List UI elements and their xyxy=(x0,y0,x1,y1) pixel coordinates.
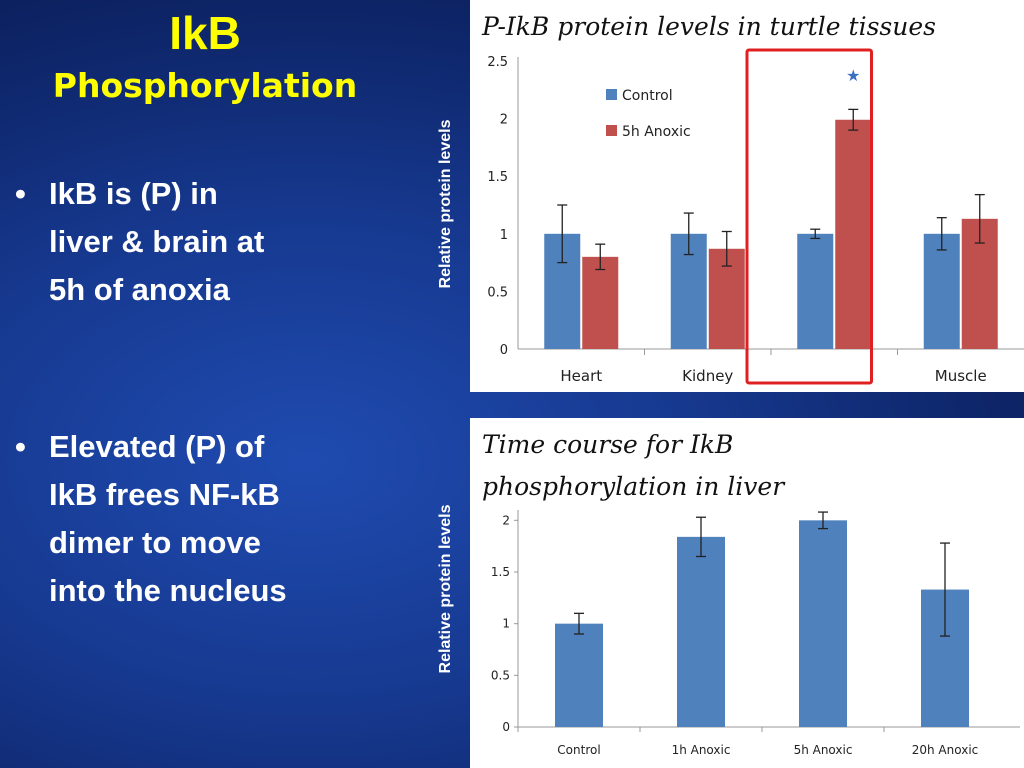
bullet-point-2: • Elevated (P) of IkB frees NF-kB dimer … xyxy=(15,423,287,615)
bullet-2-line-3: dimer to move xyxy=(49,525,261,560)
slide-subtitle: Phosphorylation xyxy=(52,66,358,105)
bullet-2-line-4: into the nucleus xyxy=(49,573,287,608)
bullet-1-line-3: 5h of anoxia xyxy=(49,272,230,307)
chart-tissues-title: P-IkB protein levels in turtle tissues xyxy=(482,12,936,41)
chart-timecourse-title-line-1: Time course for IkB xyxy=(482,430,734,459)
bullet-2-line-1: Elevated (P) of xyxy=(49,429,265,464)
bullet-glyph: • xyxy=(15,429,26,464)
bullet-1-line-1: IkB is (P) in xyxy=(49,176,218,211)
slide-title: IkB xyxy=(169,7,241,59)
chart-tissues-ylabel: Relative protein levels xyxy=(437,119,454,289)
chart-timecourse-title-line-2: phosphorylation in liver xyxy=(482,472,785,501)
bullet-1-line-2: liver & brain at xyxy=(49,224,265,259)
bullet-glyph: • xyxy=(15,176,26,211)
bullet-2-line-2: IkB frees NF-kB xyxy=(49,477,280,512)
bullet-point-1: • IkB is (P) in liver & brain at 5h of a… xyxy=(15,170,265,314)
chart-tissues-panel xyxy=(470,0,1024,392)
chart-timecourse-ylabel: Relative protein levels xyxy=(437,504,454,674)
